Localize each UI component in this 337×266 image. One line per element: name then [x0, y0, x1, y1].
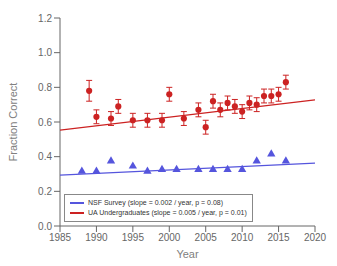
- svg-text:2010: 2010: [231, 232, 254, 243]
- svg-text:2000: 2000: [158, 232, 181, 243]
- svg-text:1990: 1990: [85, 232, 108, 243]
- svg-text:0.4: 0.4: [38, 151, 52, 162]
- svg-text:Fraction Correct: Fraction Correct: [8, 83, 19, 162]
- svg-text:1985: 1985: [49, 232, 72, 243]
- svg-text:Year: Year: [176, 248, 199, 258]
- svg-text:1.0: 1.0: [38, 47, 52, 58]
- html-text:NSF Survey (slope = 0.002 / ye: NSF Survey (slope = 0.002 / year, p = 0.…: [88, 199, 223, 206]
- svg-text:0.8: 0.8: [38, 82, 52, 93]
- svg-text:0.6: 0.6: [38, 117, 52, 128]
- svg-text:2005: 2005: [195, 232, 218, 243]
- svg-text:2015: 2015: [267, 232, 290, 243]
- svg-text:0.2: 0.2: [38, 186, 52, 197]
- svg-text:0.0: 0.0: [38, 221, 52, 232]
- svg-text:1995: 1995: [122, 232, 145, 243]
- svg-text:2020: 2020: [304, 232, 327, 243]
- svg-text:1.2: 1.2: [38, 13, 52, 24]
- html-text:UA Undergraduates (slope = 0.0: UA Undergraduates (slope = 0.005 / year,…: [88, 209, 247, 216]
